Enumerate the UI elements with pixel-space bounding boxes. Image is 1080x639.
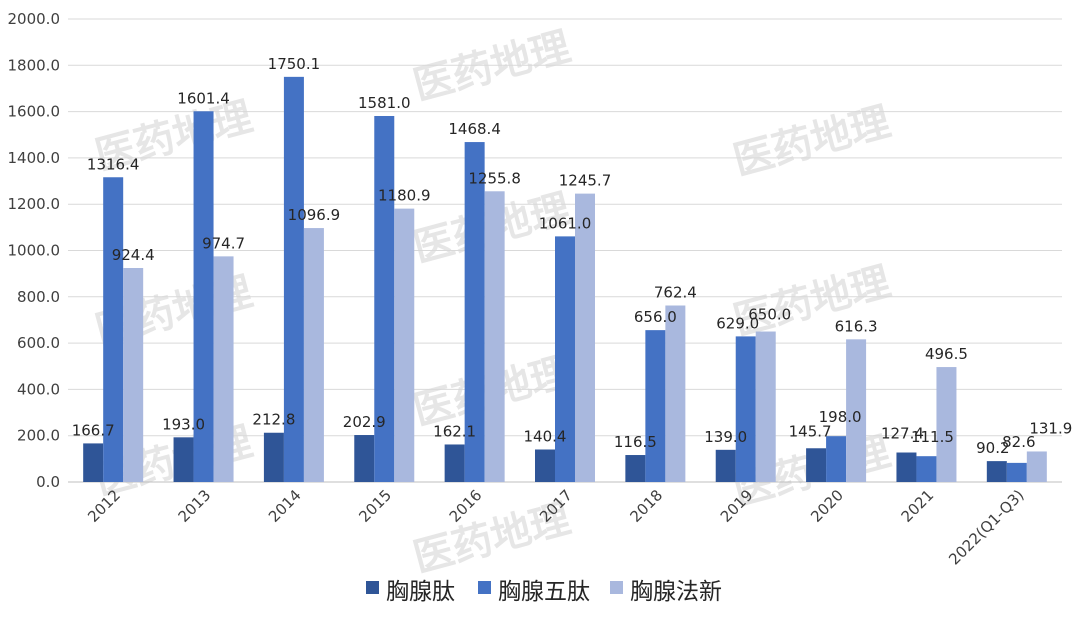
bar: [846, 339, 867, 482]
bar: [1006, 462, 1027, 482]
bar: [464, 142, 485, 482]
data-label: 629.0: [716, 314, 759, 332]
bar: [936, 367, 957, 482]
x-tick-label: 2013: [175, 486, 215, 526]
bar: [394, 208, 415, 482]
bar: [83, 443, 104, 482]
data-label: 82.6: [1002, 433, 1035, 451]
bar: [444, 444, 465, 482]
legend: 胸腺肽 胸腺五肽 胸腺法新: [366, 579, 722, 605]
x-tick-label: 2015: [355, 486, 395, 526]
data-label: 650.0: [748, 306, 791, 324]
bar: [625, 455, 646, 482]
data-labels: 166.7 1316.4 924.4 193.0 1601.4 974.7 212.8 175…: [72, 55, 1073, 457]
data-label: 139.0: [704, 428, 747, 446]
legend-label: 胸腺法新: [630, 579, 722, 605]
y-tick-label: 1600.0: [8, 103, 61, 121]
y-tick-label: 2000.0: [8, 10, 61, 28]
data-label: 496.5: [925, 345, 968, 363]
x-tick-label: 2018: [626, 486, 666, 526]
bar: [103, 177, 124, 482]
data-label: 111.5: [911, 428, 954, 446]
data-label: 1316.4: [87, 155, 140, 173]
data-label: 166.7: [72, 421, 115, 439]
bar: [354, 435, 375, 482]
bar: [535, 449, 555, 482]
x-tick-label: 2022(Q1-Q3): [945, 486, 1027, 568]
data-label: 616.3: [835, 317, 878, 335]
data-label: 1180.9: [378, 187, 431, 205]
data-label: 1096.9: [288, 206, 341, 224]
legend-swatch: [478, 581, 491, 594]
x-tick-label: 2014: [265, 486, 305, 526]
data-label: 212.8: [252, 411, 295, 429]
watermark-text: 医药地理: [409, 24, 575, 110]
bar: [986, 461, 1007, 482]
data-label: 90.2: [976, 439, 1009, 457]
bar: [806, 448, 827, 482]
bar: [575, 193, 595, 482]
bar: [193, 111, 214, 482]
bar: [173, 437, 194, 482]
y-tick-label: 1400.0: [8, 149, 61, 167]
bar: [303, 228, 324, 482]
bar: [555, 236, 575, 482]
data-label: 762.4: [654, 284, 697, 302]
data-label: 1581.0: [358, 94, 411, 112]
data-label: 193.0: [162, 415, 205, 433]
bar: [665, 305, 686, 482]
legend-swatch: [366, 581, 379, 594]
data-label: 140.4: [524, 427, 567, 445]
data-label: 131.9: [1029, 419, 1072, 437]
bar: [263, 432, 284, 482]
data-label: 656.0: [634, 308, 677, 326]
y-tick-label: 0.0: [36, 473, 60, 491]
bar: [715, 449, 736, 482]
bar: [826, 436, 847, 482]
legend-label: 胸腺五肽: [498, 579, 590, 605]
y-tick-label: 400.0: [17, 380, 60, 398]
legend-swatch: [610, 581, 623, 594]
data-label: 162.1: [433, 422, 476, 440]
bar: [896, 452, 917, 482]
y-tick-label: 200.0: [17, 427, 60, 445]
data-label: 202.9: [343, 413, 386, 431]
data-label: 116.5: [614, 433, 657, 451]
bar: [374, 115, 395, 482]
bar: [645, 330, 666, 482]
bar: [213, 256, 234, 482]
data-label: 127.4: [881, 425, 924, 443]
y-tick-label: 1800.0: [8, 56, 61, 74]
data-label: 924.4: [112, 246, 155, 264]
data-label: 974.7: [202, 234, 245, 252]
bars: [83, 76, 1047, 483]
data-label: 1601.4: [177, 89, 230, 107]
data-label: 145.7: [789, 422, 832, 440]
y-tick-label: 800.0: [17, 288, 60, 306]
data-label: 1061.0: [539, 214, 592, 232]
data-label: 1468.4: [448, 120, 501, 138]
y-tick-label: 1000.0: [8, 242, 61, 260]
legend-label: 胸腺肽: [386, 579, 455, 605]
bar: [123, 268, 144, 482]
y-tick-label: 600.0: [17, 334, 60, 352]
y-tick-label: 1200.0: [8, 195, 61, 213]
bar: [755, 331, 776, 482]
y-axis-ticks: 0.0 200.0 400.0 600.0 800.0 1000.0 1200.0 1400.…: [8, 10, 61, 491]
data-label: 1245.7: [559, 172, 612, 190]
bar: [283, 76, 304, 482]
data-label: 1750.1: [268, 55, 321, 73]
bar: [916, 456, 937, 482]
bar: [735, 336, 756, 482]
bar: [484, 191, 505, 483]
data-label: 1255.8: [468, 169, 521, 187]
data-label: 198.0: [819, 408, 862, 426]
x-tick-label: 2021: [898, 486, 938, 526]
bar: [1026, 451, 1047, 482]
